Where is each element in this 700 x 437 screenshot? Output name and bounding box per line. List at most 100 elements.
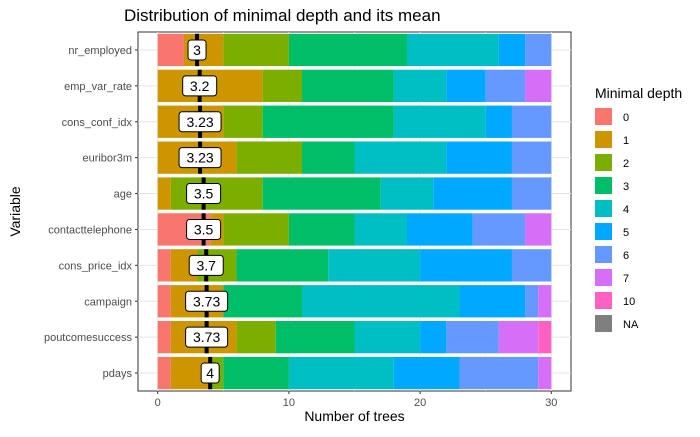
bar-segment-nr-employed-depth-6 bbox=[525, 33, 552, 67]
y-tick-label-contacttelephone: contacttelephone bbox=[48, 224, 132, 236]
legend-swatch-0 bbox=[595, 108, 612, 125]
bar-segment-cons-price-idx-depth-5 bbox=[420, 249, 512, 282]
bar-segment-nr-employed-depth-2 bbox=[223, 33, 289, 67]
bar-segment-age-depth-6 bbox=[511, 177, 552, 210]
bar-segment-pdays-depth-5 bbox=[393, 356, 460, 390]
legend-label-7: 7 bbox=[623, 273, 629, 285]
mean-label-emp-var-rate: 3.2 bbox=[190, 78, 210, 94]
bar-segment-contacttelephone-depth-7 bbox=[525, 213, 552, 246]
x-axis-label: Number of trees bbox=[304, 408, 404, 424]
mean-label-contacttelephone: 3.5 bbox=[194, 221, 214, 237]
bar-segment-emp-var-rate-depth-3 bbox=[302, 69, 394, 103]
bar-segment-cons-conf-idx-depth-3 bbox=[262, 105, 394, 138]
bar-segment-cons-conf-idx-depth-6 bbox=[511, 105, 552, 138]
mean-label-box-age bbox=[186, 183, 222, 205]
legend-label-na: NA bbox=[623, 319, 639, 331]
bar-segment-age-depth-5 bbox=[433, 177, 512, 210]
mean-label-nr-employed: 3 bbox=[193, 42, 201, 58]
bar-segment-cons-conf-idx-depth-4 bbox=[393, 105, 486, 138]
legend-label-1: 1 bbox=[623, 135, 629, 147]
bar-segment-contacttelephone-depth-4 bbox=[354, 213, 407, 246]
bar-segment-contacttelephone-depth-3 bbox=[288, 213, 355, 246]
mean-layer: 3 3.2 3.23 3.23 3.5 3.5 3.7 3.73 3.73 4 bbox=[178, 33, 229, 390]
bar-segment-poutcomesuccess-depth-4 bbox=[354, 320, 421, 354]
x-tick-label-20: 20 bbox=[414, 397, 426, 409]
bar-segment-emp-var-rate-depth-6 bbox=[485, 69, 526, 103]
bar-segment-cons-price-idx-depth-3 bbox=[236, 249, 329, 282]
bar-segment-nr-employed-depth-0 bbox=[157, 33, 184, 67]
mean-label-box-nr-employed bbox=[187, 39, 207, 61]
y-tick-label-poutcomesuccess: poutcomesuccess bbox=[44, 332, 133, 344]
legend-label-4: 4 bbox=[623, 204, 629, 216]
bar-segment-age-depth-4 bbox=[380, 177, 434, 210]
bar-segment-emp-var-rate-depth-5 bbox=[446, 69, 486, 103]
bar-segment-poutcomesuccess-depth-5 bbox=[420, 320, 447, 354]
legend-swatch-3 bbox=[595, 177, 612, 194]
bar-segment-nr-employed-depth-5 bbox=[498, 33, 526, 67]
bar-segment-campaign-depth-3 bbox=[223, 285, 303, 318]
bar-segment-cons-price-idx-depth-4 bbox=[328, 249, 421, 282]
x-tick-label-0: 0 bbox=[155, 397, 161, 409]
y-tick-label-cons-price-idx: cons_price_idx bbox=[59, 260, 133, 272]
bar-segment-cons-price-idx-depth-0 bbox=[157, 249, 171, 282]
legend-swatch-4 bbox=[595, 200, 612, 217]
mean-label-age: 3.5 bbox=[194, 186, 214, 202]
bar-segment-emp-var-rate-depth-7 bbox=[525, 69, 552, 103]
legend-swatch-na bbox=[595, 315, 612, 332]
y-tick-label-campaign: campaign bbox=[84, 296, 132, 308]
y-tick-label-pdays: pdays bbox=[103, 368, 133, 380]
legend-swatch-7 bbox=[595, 269, 612, 286]
y-tick-label-age: age bbox=[114, 189, 132, 201]
chart-title: Distribution of minimal depth and its me… bbox=[124, 6, 441, 25]
mean-label-box-pdays bbox=[200, 362, 220, 384]
mean-label-euribor3m: 3.23 bbox=[186, 150, 213, 166]
bar-segment-poutcomesuccess-depth-3 bbox=[275, 320, 355, 354]
legend-swatch-6 bbox=[595, 246, 612, 263]
legend-title: Minimal depth bbox=[595, 85, 682, 101]
mean-label-box-poutcomesuccess bbox=[185, 326, 229, 348]
bar-segment-campaign-depth-7 bbox=[538, 285, 552, 318]
bar-segment-campaign-depth-5 bbox=[459, 285, 526, 318]
y-tick-label-nr-employed: nr_employed bbox=[68, 45, 132, 57]
bar-segment-campaign-depth-0 bbox=[157, 285, 171, 318]
bar-segment-euribor3m-depth-3 bbox=[302, 141, 355, 174]
legend-swatch-2 bbox=[595, 154, 612, 171]
legend-label-0: 0 bbox=[623, 112, 629, 124]
bar-segment-euribor3m-depth-2 bbox=[236, 141, 303, 174]
bar-segment-pdays-depth-0 bbox=[157, 356, 171, 390]
mean-label-box-campaign bbox=[185, 290, 229, 312]
bar-segment-emp-var-rate-depth-2 bbox=[262, 69, 303, 103]
mean-label-box-emp-var-rate bbox=[182, 75, 218, 97]
bar-segment-pdays-depth-7 bbox=[538, 356, 552, 390]
bar-segment-euribor3m-depth-5 bbox=[446, 141, 512, 174]
y-tick-label-emp-var-rate: emp_var_rate bbox=[64, 81, 132, 93]
mean-label-box-euribor3m bbox=[178, 147, 222, 169]
bar-segment-age-depth-3 bbox=[262, 177, 381, 210]
legend-label-2: 2 bbox=[623, 158, 629, 170]
bar-segment-emp-var-rate-depth-4 bbox=[393, 69, 447, 103]
bar-segment-pdays-depth-6 bbox=[459, 356, 539, 390]
bar-segment-poutcomesuccess-depth-2 bbox=[236, 320, 276, 354]
x-tick-labels: 0 10 20 30 bbox=[155, 391, 557, 409]
bar-segment-cons-price-idx-depth-6 bbox=[511, 249, 552, 282]
bar-segment-euribor3m-depth-6 bbox=[511, 141, 552, 174]
mean-label-box-contacttelephone bbox=[186, 218, 222, 240]
bar-segment-age-depth-1 bbox=[157, 177, 171, 210]
y-tick-labels: nr_employed emp_var_rate cons_conf_idxeuri… bbox=[44, 45, 138, 380]
y-tick-label-euribor3m: euribor3m bbox=[82, 153, 132, 165]
bar-segment-cons-conf-idx-depth-5 bbox=[485, 105, 512, 138]
legend-swatch-1 bbox=[595, 131, 612, 148]
x-tick-label-30: 30 bbox=[545, 397, 557, 409]
legend-label-6: 6 bbox=[623, 250, 629, 262]
bar-segment-poutcomesuccess-depth-10 bbox=[538, 320, 552, 354]
legend: 0 1 2 3 4 5 6 7 10 NA bbox=[595, 108, 639, 332]
legend-label-5: 5 bbox=[623, 227, 629, 239]
y-axis-label: Variable bbox=[7, 186, 23, 237]
bar-segment-euribor3m-depth-4 bbox=[354, 141, 447, 174]
bar-segment-nr-employed-depth-4 bbox=[406, 33, 499, 67]
bar-segment-campaign-depth-4 bbox=[302, 285, 460, 318]
legend-swatch-10 bbox=[595, 292, 612, 309]
legend-swatch-5 bbox=[595, 223, 612, 240]
